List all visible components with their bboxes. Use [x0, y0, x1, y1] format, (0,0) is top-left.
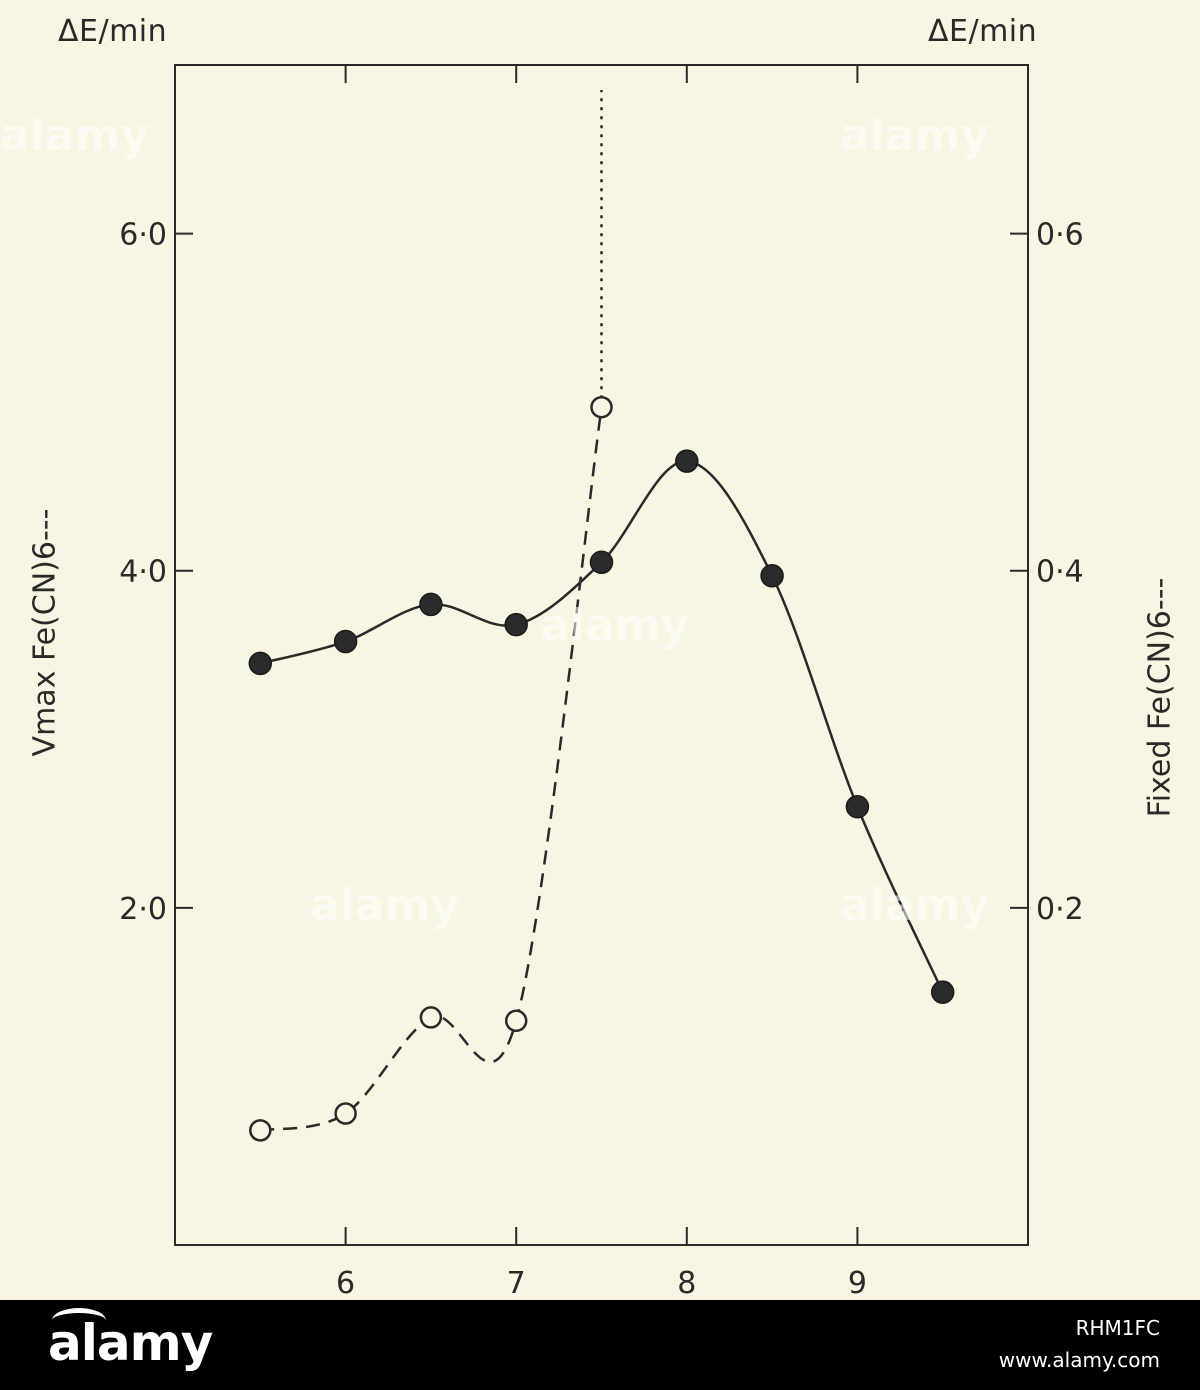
right-y-tick-label: 0·4 — [1036, 555, 1084, 590]
data-point-filled — [504, 612, 528, 637]
footer-bar: alamy RHM1FC www.alamy.com — [0, 1300, 1200, 1390]
right-y-tick-label: 0·6 — [1036, 218, 1084, 253]
data-point-open — [334, 1102, 357, 1125]
chart-svg: 6 7 8 9 2·0 4·0 6·0 0·2 0·4 0·6 — [119, 64, 1084, 1300]
data-point-open — [419, 1006, 443, 1029]
left-y-tick-label: 2·0 — [119, 892, 167, 927]
image-id: RHM1FC — [1075, 1316, 1160, 1340]
data-point-filled — [760, 564, 784, 588]
plot-frame — [174, 64, 1029, 1246]
logo-arc-icon — [52, 1308, 106, 1333]
data-point-filled — [248, 651, 273, 676]
right-axis-unit: ΔE/min — [928, 14, 1038, 49]
chart: 6 7 8 9 2·0 4·0 6·0 0·2 0·4 0·6 ΔE/min ΔE/min Vma… — [0, 14, 1178, 1300]
alamy-logo[interactable]: alamy — [48, 1308, 213, 1372]
x-tick-label: 7 — [507, 1266, 526, 1300]
x-tick-label: 8 — [677, 1266, 696, 1300]
x-tick-label: 9 — [848, 1266, 867, 1300]
left-axis-label: Vmax Fe(CN)6--- — [27, 508, 63, 757]
image-info: RHM1FC www.alamy.com — [999, 1312, 1160, 1376]
data-point-filled — [419, 592, 443, 617]
x-tick-label: 6 — [336, 1266, 355, 1300]
data-point-open — [590, 395, 613, 419]
data-point-filled — [675, 449, 699, 473]
series-line-vmax — [259, 459, 944, 993]
left-axis-unit: ΔE/min — [58, 14, 168, 49]
data-point-filled — [333, 629, 358, 654]
data-point-filled — [930, 980, 955, 1004]
right-y-tick-label: 0·2 — [1036, 892, 1084, 927]
left-y-tick-label: 4·0 — [119, 555, 167, 590]
site-url[interactable]: www.alamy.com — [998, 1348, 1160, 1372]
data-point-filled — [845, 794, 870, 819]
right-axis-label: Fixed Fe(CN)6--- — [1142, 577, 1178, 818]
left-y-tick-label: 6·0 — [119, 218, 167, 253]
series-line-fixed — [260, 407, 603, 1132]
data-point-open — [504, 1009, 528, 1033]
data-point-filled — [589, 550, 614, 575]
data-point-open — [249, 1119, 272, 1142]
